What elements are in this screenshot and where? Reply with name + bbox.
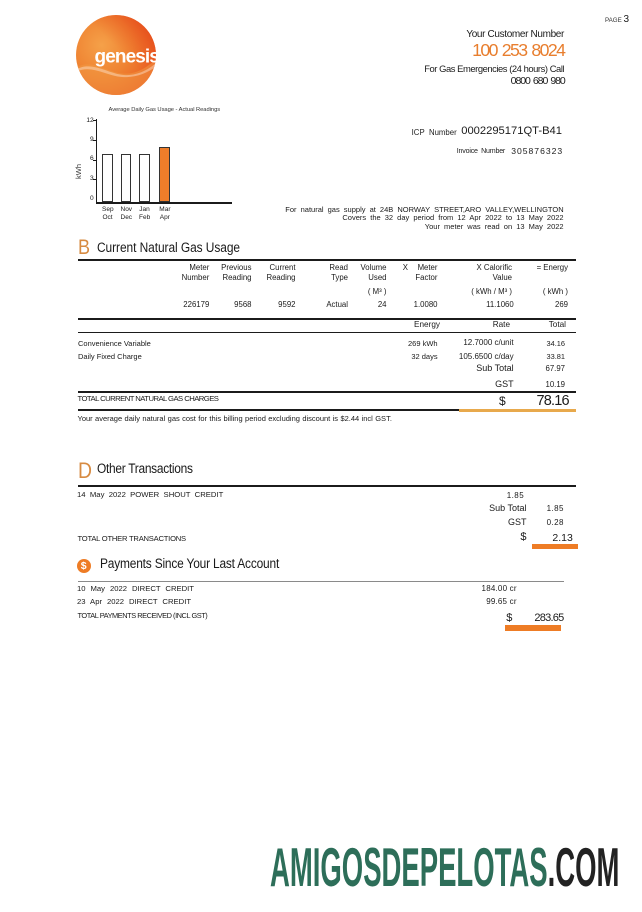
svg-text:genesis: genesis [95, 47, 159, 68]
